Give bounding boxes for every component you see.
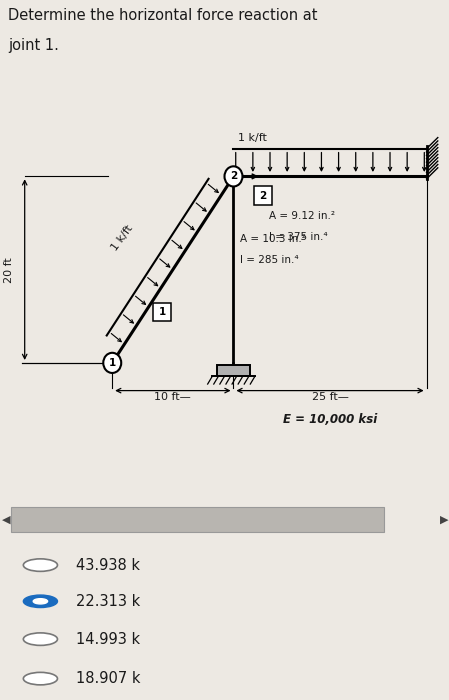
FancyBboxPatch shape [153, 303, 171, 321]
Text: 2: 2 [230, 172, 237, 181]
Text: 25 ft—: 25 ft— [312, 392, 348, 402]
Circle shape [23, 673, 57, 685]
Text: A = 9.12 in.²: A = 9.12 in.² [269, 211, 335, 221]
Text: ◀: ◀ [2, 514, 11, 525]
Circle shape [103, 353, 121, 373]
Circle shape [33, 598, 48, 604]
Text: 22.313 k: 22.313 k [76, 594, 141, 609]
Circle shape [224, 167, 242, 186]
Text: A = 10.3 in.²: A = 10.3 in.² [240, 234, 306, 244]
Text: 1 k/ft: 1 k/ft [110, 223, 135, 252]
Text: I = 285 in.⁴: I = 285 in.⁴ [240, 255, 299, 265]
Text: 1 k/ft: 1 k/ft [238, 132, 267, 143]
Text: joint 1.: joint 1. [8, 38, 59, 52]
Text: 20 ft: 20 ft [4, 257, 14, 283]
Text: 18.907 k: 18.907 k [76, 671, 141, 686]
Text: E = 10,000 ksi: E = 10,000 ksi [283, 414, 377, 426]
Text: 1: 1 [109, 358, 116, 368]
Text: 10 ft—: 10 ft— [154, 392, 191, 402]
Text: I = 375 in.⁴: I = 375 in.⁴ [269, 232, 328, 242]
Circle shape [23, 633, 57, 645]
Bar [217, 365, 251, 377]
FancyBboxPatch shape [254, 186, 272, 204]
Text: 1: 1 [158, 307, 166, 317]
Circle shape [23, 559, 57, 571]
Circle shape [23, 595, 57, 608]
Text: 2: 2 [259, 190, 266, 201]
Text: 14.993 k: 14.993 k [76, 631, 141, 647]
Text: 43.938 k: 43.938 k [76, 558, 141, 573]
Text: ▶: ▶ [440, 514, 448, 525]
Text: Determine the horizontal force reaction at: Determine the horizontal force reaction … [8, 8, 317, 22]
Bar [11, 507, 384, 532]
